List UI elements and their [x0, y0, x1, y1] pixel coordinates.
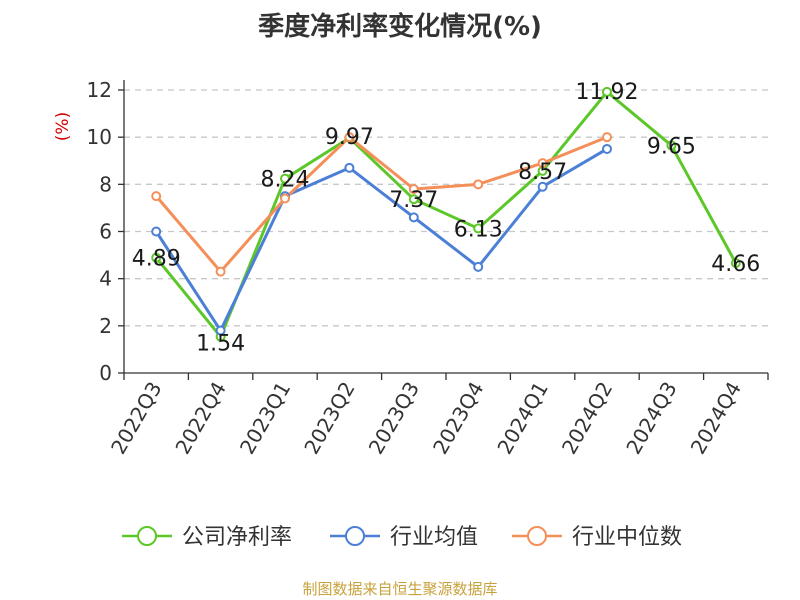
- data-point-1: [344, 162, 355, 173]
- data-point-1: [537, 181, 548, 192]
- data-point-1: [408, 212, 419, 223]
- y-tick-label: 2: [99, 314, 112, 338]
- data-point-0: [666, 140, 677, 151]
- x-tick-label: 2024Q1: [492, 378, 552, 459]
- data-label: 8.57: [518, 160, 567, 185]
- x-tick-label: 2024Q4: [686, 378, 746, 459]
- legend-label: 行业均值: [390, 525, 478, 550]
- x-tick-label: 2023Q1: [235, 378, 295, 459]
- data-label: 8.24: [261, 168, 310, 193]
- data-point-1: [151, 226, 162, 237]
- data-label: 7.37: [389, 188, 438, 213]
- data-label: 1.54: [196, 332, 245, 357]
- y-tick-label: 4: [99, 267, 112, 291]
- data-point-0: [408, 194, 419, 205]
- source-note: 制图数据来自恒生聚源数据库: [302, 580, 498, 598]
- legend-item-0[interactable]: 公司净利率: [122, 525, 292, 550]
- series-line-2: [155, 135, 608, 274]
- grid-lines: [124, 89, 768, 327]
- x-tick-label: 2023Q3: [364, 378, 424, 459]
- data-point-2: [344, 132, 355, 143]
- x-tick-label: 2024Q2: [557, 378, 617, 459]
- series-line-1: [154, 147, 608, 333]
- y-tick-label: 8: [99, 172, 112, 196]
- data-point-1: [473, 261, 484, 272]
- x-tick-label: 2022Q3: [106, 378, 166, 459]
- data-point-0: [602, 86, 612, 97]
- data-label: 9.97: [325, 125, 374, 150]
- y-tick-label: 10: [87, 125, 112, 149]
- y-tick-label: 0: [99, 361, 112, 385]
- data-point-0: [730, 258, 741, 269]
- x-tick-label: 2023Q4: [428, 378, 488, 459]
- y-tick-label: 6: [99, 220, 112, 244]
- data-label: 4.89: [132, 247, 181, 272]
- y-axis-label: (%): [53, 112, 73, 141]
- legend-label: 公司净利率: [182, 525, 292, 550]
- data-point-2: [280, 193, 290, 204]
- data-point-2: [537, 158, 548, 169]
- legend-label: 行业中位数: [572, 525, 682, 550]
- data-label: 6.13: [454, 217, 503, 242]
- legend-swatch-marker: [345, 526, 365, 546]
- data-point-0: [280, 173, 290, 184]
- y-tick-label: 12: [87, 78, 112, 102]
- data-point-0: [151, 252, 162, 263]
- series-lines: [151, 86, 741, 342]
- x-tick-label: 2022Q4: [170, 378, 230, 459]
- data-point-2: [473, 179, 484, 190]
- legend[interactable]: 公司净利率 行业均值 行业中位数: [122, 525, 682, 550]
- data-point-2: [602, 132, 612, 143]
- data-label: 4.66: [711, 252, 760, 277]
- x-tick-label: 2024Q3: [621, 378, 681, 459]
- data-point-2: [408, 184, 419, 195]
- data-point-0: [473, 223, 484, 234]
- chart-title: 季度净利率变化情况(%): [258, 12, 542, 42]
- data-point-1: [215, 325, 226, 336]
- legend-item-2[interactable]: 行业中位数: [512, 525, 682, 550]
- series-line-0: [155, 90, 738, 339]
- data-point-1: [602, 143, 612, 154]
- data-labels: 4.89 1.54 8.24 9.97 7.37 6.13 8.57 11.92 9.65 4.6…: [132, 80, 761, 357]
- data-label: 9.65: [647, 134, 696, 159]
- legend-item-1[interactable]: 行业均值: [330, 525, 478, 550]
- x-tick-label: 2023Q2: [299, 378, 359, 459]
- legend-swatch-marker: [527, 526, 547, 546]
- data-point-2: [215, 266, 226, 277]
- legend-swatch-marker: [137, 526, 157, 546]
- data-label: 11.92: [576, 80, 639, 105]
- data-point-2: [151, 191, 162, 202]
